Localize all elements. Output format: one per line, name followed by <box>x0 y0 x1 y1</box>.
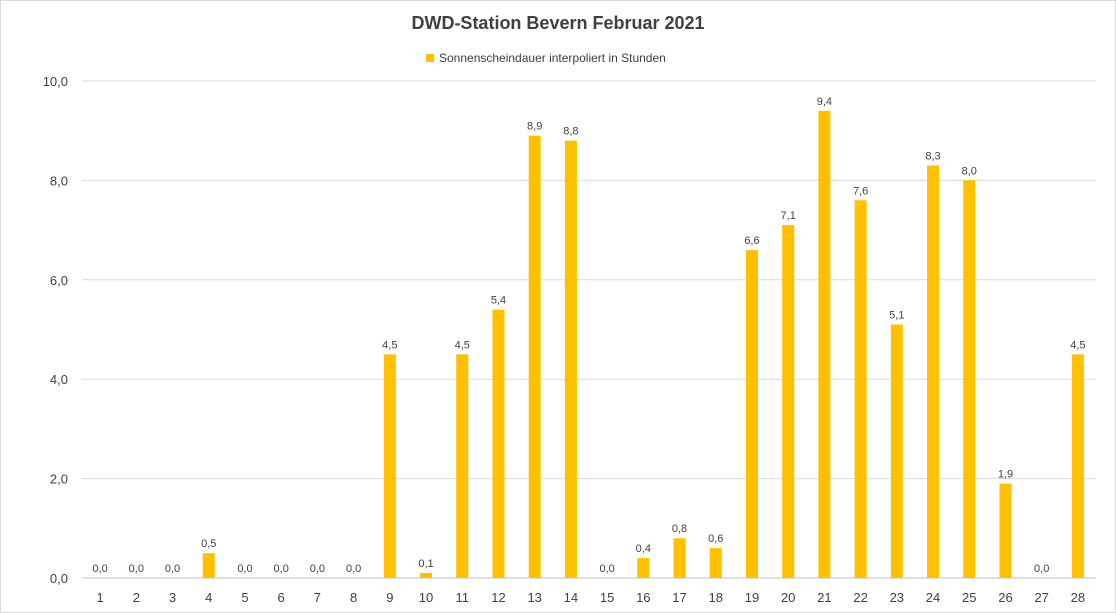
data-label: 0,0 <box>129 563 144 575</box>
bar <box>383 354 396 578</box>
bar <box>420 573 433 578</box>
x-tick-label: 16 <box>636 590 650 605</box>
bars <box>202 110 1084 579</box>
x-tick-label: 13 <box>527 590 541 605</box>
y-tick-label: 6,0 <box>50 273 68 288</box>
gridlines <box>82 80 1096 480</box>
data-label: 0,0 <box>274 563 289 575</box>
x-tick-label: 23 <box>890 590 904 605</box>
x-tick-label: 6 <box>278 590 285 605</box>
data-label: 4,5 <box>1070 339 1085 351</box>
x-tick-label: 22 <box>853 590 867 605</box>
x-tick-label: 10 <box>419 590 433 605</box>
bar <box>927 165 940 579</box>
x-tick-label: 19 <box>745 590 759 605</box>
bar <box>1071 354 1084 578</box>
x-tick-label: 1 <box>96 590 103 605</box>
bar <box>854 200 867 578</box>
x-tick-label: 8 <box>350 590 357 605</box>
data-label: 1,9 <box>998 469 1013 481</box>
x-tick-label: 4 <box>205 590 212 605</box>
x-tick-label: 7 <box>314 590 321 605</box>
x-tick-label: 20 <box>781 590 795 605</box>
bar <box>890 324 903 578</box>
data-label: 5,4 <box>491 295 506 307</box>
y-tick-label: 2,0 <box>50 472 68 487</box>
data-label: 0,0 <box>92 563 107 575</box>
data-label: 8,8 <box>563 126 578 138</box>
bar <box>528 135 541 579</box>
bar <box>564 140 577 578</box>
x-tick-label: 28 <box>1071 590 1085 605</box>
data-label: 9,4 <box>817 96 832 108</box>
x-tick-label: 9 <box>386 590 393 605</box>
data-label: 0,8 <box>672 523 687 535</box>
x-tick-label: 21 <box>817 590 831 605</box>
x-tick-label: 3 <box>169 590 176 605</box>
data-label: 0,0 <box>599 563 614 575</box>
x-axis-ticks: 1 2 3 4 5 6 7 8 9 10 11 12 13 14 15 16 17 18 19 20 21 22 23 24 2… <box>96 590 1085 605</box>
x-tick-label: 26 <box>998 590 1012 605</box>
data-label: 6,6 <box>744 235 759 247</box>
bar <box>745 249 758 579</box>
x-tick-label: 18 <box>709 590 723 605</box>
x-tick-label: 15 <box>600 590 614 605</box>
x-tick-label: 11 <box>456 590 470 605</box>
x-tick-label: 17 <box>672 590 686 605</box>
x-tick-label: 5 <box>241 590 248 605</box>
data-label: 4,5 <box>455 339 470 351</box>
data-label: 0,5 <box>201 538 216 550</box>
data-label: 8,9 <box>527 121 542 133</box>
data-label: 0,1 <box>418 558 433 570</box>
bar <box>492 309 505 578</box>
x-tick-label: 25 <box>962 590 976 605</box>
x-tick-label: 27 <box>1034 590 1048 605</box>
data-label: 0,0 <box>237 563 252 575</box>
data-label: 0,4 <box>636 543 651 555</box>
y-tick-label: 4,0 <box>50 372 68 387</box>
data-label: 0,6 <box>708 533 723 545</box>
bar <box>637 558 650 578</box>
bar <box>673 538 686 578</box>
y-tick-label: 0,0 <box>50 571 68 586</box>
bar <box>963 180 976 578</box>
data-label: 8,0 <box>962 165 977 177</box>
bar <box>456 354 469 578</box>
bar <box>999 483 1012 578</box>
y-tick-label: 10,0 <box>43 74 68 89</box>
legend: Sonnenscheindauer interpoliert in Stunde… <box>426 51 666 65</box>
bar <box>709 548 722 578</box>
bar <box>202 553 215 578</box>
data-labels: 0,0 0,0 0,0 0,5 0,0 0,0 0,0 0,0 4,5 0,1 4,5 5,4 8,9 8… <box>92 96 1085 575</box>
data-label: 4,5 <box>382 339 397 351</box>
data-label: 0,0 <box>346 563 361 575</box>
legend-label: Sonnenscheindauer interpoliert in Stunde… <box>439 51 666 65</box>
legend-swatch <box>426 54 434 62</box>
x-tick-label: 12 <box>491 590 505 605</box>
bar <box>782 225 795 578</box>
data-label: 0,0 <box>310 563 325 575</box>
data-label: 5,1 <box>889 310 904 322</box>
data-label: 8,3 <box>925 150 940 162</box>
data-label: 7,6 <box>853 185 868 197</box>
data-label: 0,0 <box>1034 563 1049 575</box>
data-label: 7,1 <box>781 210 796 222</box>
data-label: 0,0 <box>165 563 180 575</box>
bar <box>818 110 831 578</box>
x-tick-label: 14 <box>564 590 578 605</box>
x-tick-label: 2 <box>133 590 140 605</box>
x-tick-label: 24 <box>926 590 940 605</box>
chart-title: DWD-Station Bevern Februar 2021 <box>411 13 704 33</box>
y-axis-ticks: 0,0 2,0 4,0 6,0 8,0 10,0 <box>43 74 68 586</box>
y-tick-label: 8,0 <box>50 173 68 188</box>
